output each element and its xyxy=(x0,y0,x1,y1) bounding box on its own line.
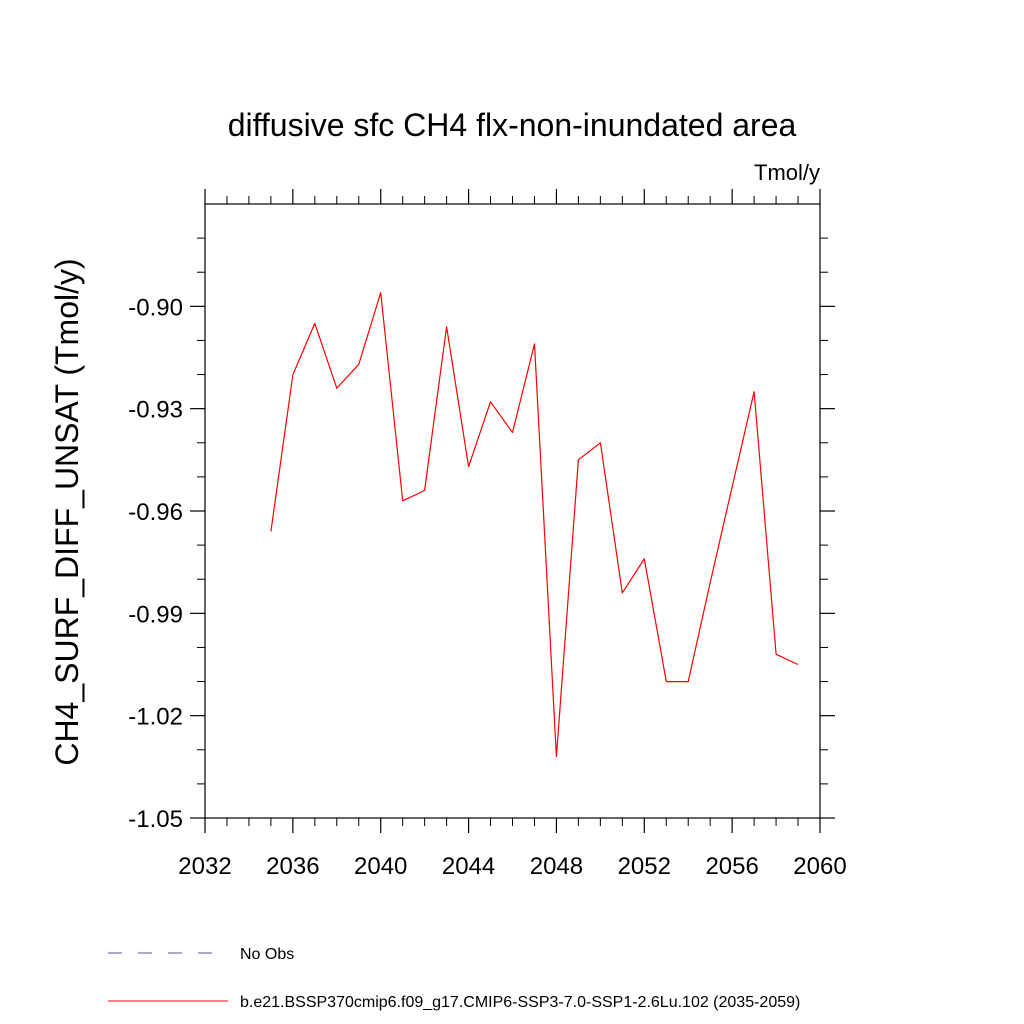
legend: No Obs b.e21.BSSP370cmip6.f09_g17.CMIP6-S… xyxy=(108,946,800,1011)
chart-title: diffusive sfc CH4 flx-non-inundated area xyxy=(228,107,797,143)
legend-label: No Obs xyxy=(240,946,294,963)
series-line xyxy=(270,292,799,758)
x-tick-label: 2048 xyxy=(530,853,583,880)
x-tick-label: 2032 xyxy=(178,853,231,880)
x-tick-label: 2036 xyxy=(266,853,319,880)
plot-frame xyxy=(204,203,821,819)
x-tick-label: 2060 xyxy=(793,853,846,880)
series-layer xyxy=(270,292,799,758)
x-tick-label: 2052 xyxy=(618,853,671,880)
x-tick-label: 2056 xyxy=(705,853,758,880)
y-tick-label: -0.96 xyxy=(128,499,183,526)
y-axis-ticks: -1.05 -1.02 -0.99 -0.96 -0.93 -0.90 xyxy=(128,237,835,833)
y-tick-label: -0.90 xyxy=(128,294,183,321)
legend-label: b.e21.BSSP370cmip6.f09_g17.CMIP6-SSP3-7.… xyxy=(240,994,800,1011)
units-label: Tmol/y xyxy=(754,160,820,185)
y-axis-label: CH4_SURF_DIFF_UNSAT (Tmol/y) xyxy=(49,258,85,765)
y-tick-label: -0.99 xyxy=(128,601,183,628)
x-tick-label: 2044 xyxy=(442,853,495,880)
y-tick-label: -0.93 xyxy=(128,397,183,424)
y-tick-label: -1.05 xyxy=(128,806,183,833)
y-tick-label: -1.02 xyxy=(128,704,183,731)
x-axis-ticks: 2032 2036 2040 2044 2048 2052 2056 2060 xyxy=(178,189,847,880)
x-tick-label: 2040 xyxy=(354,853,407,880)
